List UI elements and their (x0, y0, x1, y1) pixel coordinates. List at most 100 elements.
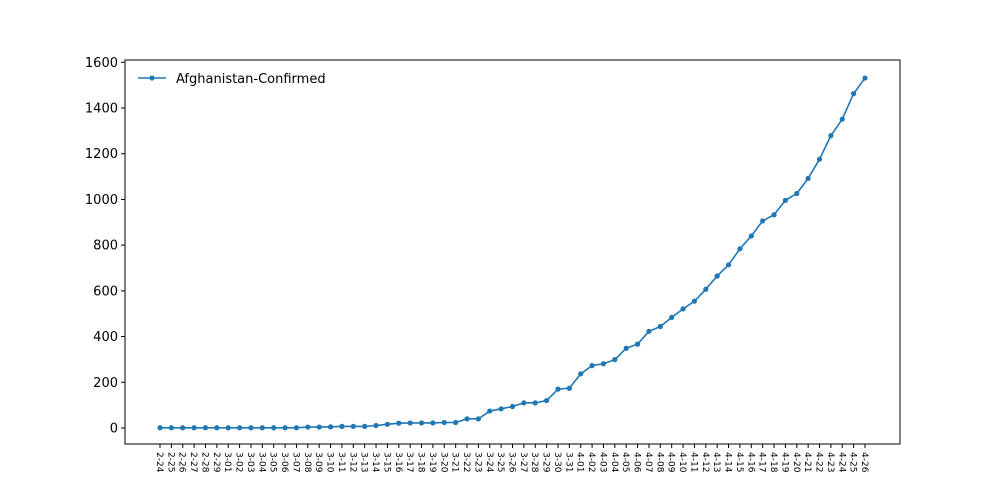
data-point (737, 246, 743, 252)
data-point (350, 423, 356, 429)
x-tick-label: 3-28 (529, 452, 539, 473)
x-tick-label: 2-27 (188, 452, 198, 472)
x-tick-label: 4-14 (723, 452, 733, 473)
data-point (851, 91, 857, 97)
data-point (544, 397, 550, 404)
data-point (293, 425, 300, 431)
data-point (816, 156, 823, 162)
data-point (327, 424, 334, 430)
data-point (305, 424, 311, 430)
data-point (236, 425, 243, 431)
data-point (805, 175, 811, 181)
x-tick-label: 4-21 (802, 452, 812, 472)
x-tick-label: 4-20 (791, 452, 801, 473)
x-tick-label: 3-03 (245, 452, 255, 472)
data-point (623, 345, 629, 351)
data-point (282, 425, 288, 431)
x-tick-label: 3-08 (302, 452, 312, 473)
data-point (760, 218, 766, 224)
x-tick-label: 4-09 (666, 452, 676, 473)
data-point (384, 421, 391, 427)
data-point (555, 386, 561, 392)
data-point (725, 262, 732, 268)
x-tick-label: 3-23 (472, 452, 482, 472)
y-tick-label: 1000 (85, 193, 118, 208)
series-layer (157, 75, 868, 431)
data-point (191, 425, 197, 431)
data-point (771, 212, 777, 218)
data-point (748, 233, 754, 239)
data-point (862, 75, 868, 81)
x-tick-label: 3-18 (416, 452, 426, 473)
data-point (373, 422, 379, 429)
x-tick-label: 4-18 (768, 452, 778, 473)
legend: Afghanistan-Confirmed (138, 72, 326, 87)
x-tick-label: 4-24 (836, 452, 846, 473)
y-tick-label: 1400 (85, 102, 118, 117)
data-point (316, 424, 322, 430)
data-point (464, 416, 470, 422)
x-tick-label: 3-24 (484, 452, 494, 473)
x-tick-label: 3-04 (256, 452, 266, 473)
x-tick-label: 4-06 (632, 452, 642, 473)
x-tick-label: 3-16 (393, 452, 403, 473)
data-point (202, 425, 209, 431)
x-tick-label: 4-11 (688, 452, 698, 472)
plot-frame (124, 59, 901, 445)
y-tick-label: 400 (93, 330, 118, 345)
x-tick-label: 2-26 (177, 452, 187, 473)
data-point (487, 408, 493, 414)
data-point (396, 420, 402, 426)
legend-label: Afghanistan-Confirmed (176, 72, 326, 87)
x-tick-label: 3-22 (461, 452, 471, 472)
y-tick-label: 1200 (85, 147, 118, 162)
x-tick-label: 3-27 (518, 452, 528, 472)
data-point (612, 357, 618, 363)
data-point (828, 133, 834, 139)
data-point (657, 323, 663, 330)
x-tick-label: 4-05 (620, 452, 630, 472)
x-tick-label: 4-03 (597, 452, 607, 472)
x-tick-label: 4-04 (609, 452, 619, 473)
data-point (430, 420, 436, 426)
data-point (532, 400, 538, 406)
x-tick-label: 3-20 (438, 452, 448, 473)
data-point (271, 425, 277, 431)
data-point (441, 419, 447, 426)
x-tick-label: 3-07 (290, 452, 300, 472)
y-axis: 0 200 400 600 800 1000 1200 1400 1600 (85, 56, 125, 437)
x-tick-label: 3-30 (552, 452, 562, 473)
legend-point-marker (149, 75, 155, 81)
x-tick-label: 4-15 (734, 452, 744, 472)
data-point (646, 328, 652, 334)
data-point (600, 361, 607, 367)
x-tick-label: 3-17 (404, 452, 414, 472)
data-point (509, 403, 516, 410)
x-tick-label: 3-19 (427, 452, 437, 473)
data-point (703, 286, 709, 292)
x-tick-label: 4-10 (677, 452, 687, 473)
x-tick-label: 4-17 (757, 452, 767, 472)
x-tick-label: 3-31 (563, 452, 573, 472)
x-tick-label: 4-26 (859, 452, 869, 473)
data-point (498, 406, 504, 412)
data-point (714, 273, 720, 279)
x-tick-label: 4-25 (848, 452, 858, 472)
x-tick-label: 4-23 (825, 452, 835, 472)
data-point (339, 423, 345, 429)
data-point (794, 190, 800, 197)
data-point (214, 425, 220, 431)
data-point (453, 419, 459, 426)
x-tick-label: 3-09 (313, 452, 323, 473)
data-point (362, 423, 368, 429)
x-tick-label: 3-14 (370, 452, 380, 473)
x-tick-label: 3-01 (222, 452, 232, 472)
x-tick-label: 4-19 (779, 452, 789, 473)
data-point (168, 425, 174, 431)
x-tick-label: 2-29 (211, 452, 221, 473)
x-axis: 2-24 2-25 2-26 2-27 2-28 2-29 3-01 3-02 3-03 3-04… (154, 444, 869, 473)
data-point (578, 371, 584, 377)
data-point (418, 420, 425, 426)
